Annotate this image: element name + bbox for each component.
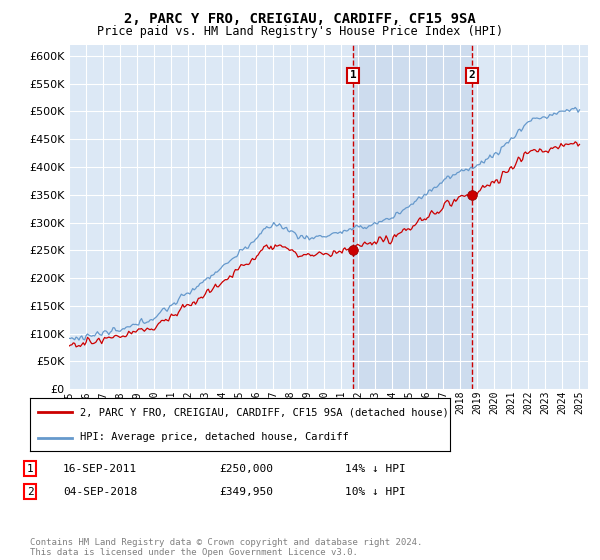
Text: £349,950: £349,950 (219, 487, 273, 497)
Text: HPI: Average price, detached house, Cardiff: HPI: Average price, detached house, Card… (80, 432, 349, 442)
Text: £250,000: £250,000 (219, 464, 273, 474)
Text: 16-SEP-2011: 16-SEP-2011 (63, 464, 137, 474)
Text: Contains HM Land Registry data © Crown copyright and database right 2024.
This d: Contains HM Land Registry data © Crown c… (30, 538, 422, 557)
Text: 2, PARC Y FRO, CREIGIAU, CARDIFF, CF15 9SA: 2, PARC Y FRO, CREIGIAU, CARDIFF, CF15 9… (124, 12, 476, 26)
Text: 2: 2 (26, 487, 34, 497)
Text: 1: 1 (26, 464, 34, 474)
Text: 04-SEP-2018: 04-SEP-2018 (63, 487, 137, 497)
Bar (353, 45, 472, 389)
Text: 2, PARC Y FRO, CREIGIAU, CARDIFF, CF15 9SA (detached house): 2, PARC Y FRO, CREIGIAU, CARDIFF, CF15 9… (80, 408, 449, 418)
Text: 14% ↓ HPI: 14% ↓ HPI (345, 464, 406, 474)
Text: Price paid vs. HM Land Registry's House Price Index (HPI): Price paid vs. HM Land Registry's House … (97, 25, 503, 38)
Text: 10% ↓ HPI: 10% ↓ HPI (345, 487, 406, 497)
Text: 1: 1 (350, 71, 357, 80)
Text: 2: 2 (469, 71, 475, 80)
